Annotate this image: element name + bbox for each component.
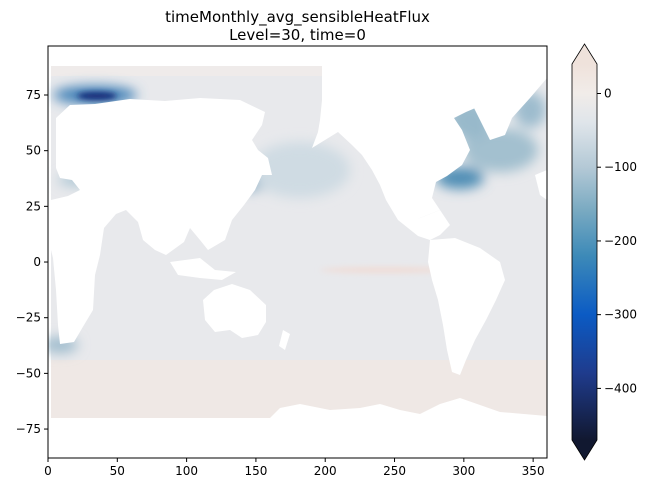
y-tick-label: 0 (33, 255, 41, 269)
colorbar-tick-label: 0 (604, 86, 612, 100)
x-tick-label: 100 (175, 464, 198, 478)
equatorial-warm-streak (320, 267, 450, 273)
arctic-band (51, 66, 547, 76)
land-australia (203, 284, 266, 338)
land-mask (51, 66, 547, 458)
y-tick-label: 75 (26, 88, 41, 102)
x-tick-label: 150 (244, 464, 267, 478)
map-plot-area (48, 66, 547, 458)
colorbar: 0 −100 −200 −300 −400 (571, 43, 637, 461)
x-tick-label: 200 (314, 464, 337, 478)
colorbar-ticks: 0 −100 −200 −300 −400 (597, 86, 637, 395)
y-tick-label: 25 (26, 199, 41, 213)
axes-frame (47, 45, 548, 459)
land-japan (244, 150, 258, 172)
y-tick-label: 50 (26, 144, 41, 158)
land-greenland (450, 66, 547, 140)
y-axis: −75 −50 −25 0 25 50 75 (16, 88, 48, 436)
land-eurasia-africa (51, 98, 272, 344)
land-wraparound-edge (535, 170, 547, 200)
land-south-america (428, 238, 505, 375)
y-tick-label: −25 (16, 311, 41, 325)
y-tick-label: −50 (16, 366, 41, 380)
land-central-america (398, 210, 450, 240)
land-antarctica-coast (51, 398, 547, 420)
colorbar-tick-label: −400 (604, 381, 637, 395)
x-tick-label: 250 (383, 464, 406, 478)
north-pacific-flux-anomaly (250, 142, 350, 198)
land-new-zealand (279, 330, 290, 350)
colorbar-tick-label: −100 (604, 160, 637, 174)
land-north-america (312, 66, 480, 222)
x-tick-label: 50 (110, 464, 125, 478)
chart-title: timeMonthly_avg_sensibleHeatFlux (165, 8, 430, 26)
barents-sea-core-anomaly (77, 92, 117, 100)
colorbar-body (571, 43, 598, 461)
x-tick-label: 0 (44, 464, 52, 478)
land-indonesia (170, 258, 236, 280)
chart-subtitle: Level=30, time=0 (229, 26, 366, 44)
x-tick-label: 300 (452, 464, 475, 478)
x-tick-label: 350 (522, 464, 545, 478)
colorbar-tick-label: −300 (604, 308, 637, 322)
y-tick-label: −75 (16, 422, 41, 436)
north-atlantic-flux-anomaly (462, 128, 538, 172)
x-axis: 0 50 100 150 200 250 300 350 (44, 458, 545, 478)
colorbar-tick-label: −200 (604, 234, 637, 248)
land-antarctica (51, 418, 547, 458)
